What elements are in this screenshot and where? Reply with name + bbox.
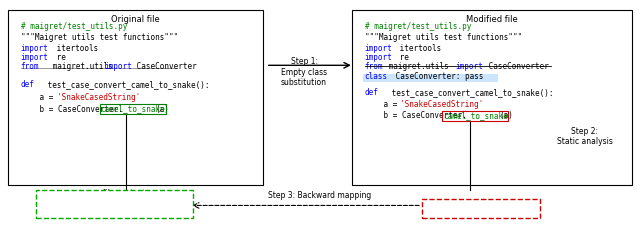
Text: (a): (a) (500, 111, 513, 120)
FancyBboxPatch shape (352, 10, 632, 185)
Text: camel_to_snake: camel_to_snake (443, 111, 508, 120)
Text: 'SnakeCasedString': 'SnakeCasedString' (58, 93, 141, 102)
Text: re: re (394, 53, 408, 62)
Text: import: import (365, 53, 392, 62)
Text: import: import (104, 62, 132, 71)
Text: (a): (a) (156, 104, 170, 114)
Text: Step 3: Backward mapping: Step 3: Backward mapping (268, 191, 372, 200)
Text: import: import (365, 44, 392, 53)
Text: Original file: Original file (111, 15, 159, 24)
Text: camel_to_snake: camel_to_snake (100, 104, 165, 114)
Text: itertools: itertools (394, 44, 441, 53)
Text: import: import (20, 44, 48, 53)
Text: maigret.utils: maigret.utils (48, 62, 117, 71)
Text: # maigret/test_utils.py: # maigret/test_utils.py (365, 22, 471, 31)
Text: test_case_convert_camel_to_snake():: test_case_convert_camel_to_snake(): (387, 88, 554, 97)
FancyBboxPatch shape (8, 10, 262, 185)
Text: import: import (20, 53, 48, 62)
Text: Step 1:
Empty class
substitution: Step 1: Empty class substitution (281, 57, 327, 87)
Text: Step 2:
Static analysis: Step 2: Static analysis (557, 127, 612, 146)
Text: CaseConverter: pass: CaseConverter: pass (392, 72, 484, 81)
Text: undefined name: undefined name (449, 199, 512, 208)
Text: # maigret/test_utils.py: # maigret/test_utils.py (20, 22, 127, 31)
Text: b = CaseConverter.: b = CaseConverter. (20, 104, 122, 114)
Text: b = CaseConverter.: b = CaseConverter. (365, 111, 467, 120)
Text: def: def (365, 88, 378, 97)
Text: """Maigret utils test functions""": """Maigret utils test functions""" (365, 33, 522, 42)
Text: itertools: itertools (52, 44, 98, 53)
Text: CaseConverter: CaseConverter (484, 62, 549, 71)
FancyBboxPatch shape (363, 74, 498, 82)
Text: maigret.utils: maigret.utils (384, 62, 453, 71)
Text: class: class (365, 72, 388, 81)
Text: test_case_convert_camel_to_snake():: test_case_convert_camel_to_snake(): (43, 80, 209, 89)
FancyBboxPatch shape (422, 199, 540, 218)
Text: 'SnakeCasedString': 'SnakeCasedString' (400, 100, 484, 109)
Text: from: from (365, 62, 383, 71)
Text: """Maigret utils test functions""": """Maigret utils test functions""" (20, 33, 178, 42)
Text: a =: a = (20, 93, 58, 102)
Text: re: re (52, 53, 66, 62)
Text: import: import (456, 62, 483, 71)
Text: a =: a = (365, 100, 402, 109)
Text: Modified file: Modified file (466, 15, 518, 24)
Text: from: from (20, 62, 39, 71)
Text: CaseConverter: CaseConverter (132, 62, 196, 71)
FancyBboxPatch shape (36, 190, 193, 218)
Text: cross-file context
usage point: cross-file context usage point (80, 189, 146, 208)
Text: def: def (20, 80, 35, 89)
